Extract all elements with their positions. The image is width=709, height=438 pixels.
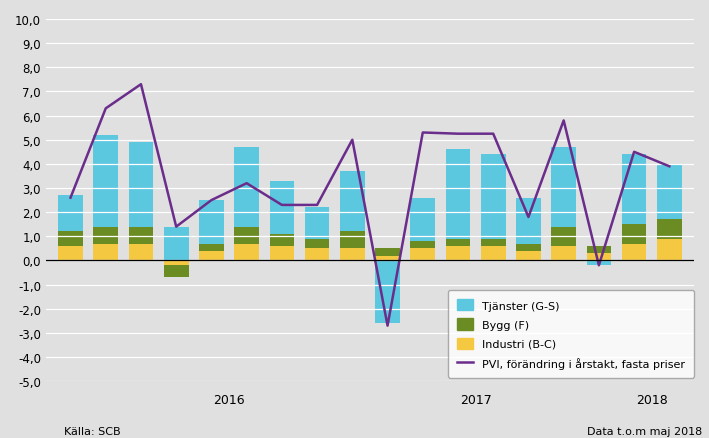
Text: 2017: 2017	[459, 393, 491, 406]
Bar	[164, 261, 189, 266]
Bar	[164, 227, 189, 261]
Bar	[622, 244, 647, 261]
Bar	[58, 247, 83, 261]
Bar	[164, 266, 189, 278]
Bar	[481, 155, 506, 239]
Bar	[586, 261, 611, 266]
Bar	[516, 251, 541, 261]
Bar	[58, 232, 83, 247]
Bar	[586, 247, 611, 254]
Bar	[305, 239, 330, 249]
Bar	[340, 232, 364, 249]
Bar	[199, 201, 224, 244]
Bar	[657, 165, 681, 220]
Bar	[128, 244, 153, 261]
Bar	[340, 172, 364, 232]
Bar	[94, 136, 118, 227]
Text: 2016: 2016	[213, 393, 245, 406]
Bar	[481, 247, 506, 261]
Legend: Tjänster (G-S), Bygg (F), Industri (B-C), PVI, förändring i årstakt, fasta prise: Tjänster (G-S), Bygg (F), Industri (B-C)…	[447, 290, 694, 378]
Bar	[516, 198, 541, 244]
Bar	[375, 261, 400, 324]
Bar	[622, 225, 647, 244]
Bar	[269, 181, 294, 234]
Bar	[446, 150, 470, 239]
Bar	[516, 244, 541, 251]
Bar	[128, 227, 153, 244]
Bar	[552, 227, 576, 247]
Bar	[269, 234, 294, 247]
Bar	[375, 249, 400, 256]
Bar	[622, 155, 647, 225]
Text: Källa: SCB: Källa: SCB	[64, 426, 121, 436]
Bar	[234, 148, 259, 227]
Bar	[411, 249, 435, 261]
Bar	[340, 249, 364, 261]
Bar	[375, 256, 400, 261]
Bar	[411, 242, 435, 249]
Bar	[481, 239, 506, 247]
Text: 2018: 2018	[636, 393, 668, 406]
Bar	[552, 148, 576, 227]
Bar	[269, 247, 294, 261]
Bar	[305, 208, 330, 239]
Bar	[234, 227, 259, 244]
Bar	[199, 251, 224, 261]
Bar	[446, 247, 470, 261]
Bar	[657, 220, 681, 239]
Bar	[411, 198, 435, 242]
Bar	[234, 244, 259, 261]
Text: Data t.o.m maj 2018: Data t.o.m maj 2018	[586, 426, 702, 436]
Bar	[94, 244, 118, 261]
Bar	[586, 254, 611, 261]
Bar	[446, 239, 470, 247]
Bar	[552, 247, 576, 261]
Bar	[657, 239, 681, 261]
Bar	[58, 196, 83, 232]
Bar	[305, 249, 330, 261]
Bar	[199, 244, 224, 251]
Bar	[94, 227, 118, 244]
Bar	[128, 143, 153, 227]
